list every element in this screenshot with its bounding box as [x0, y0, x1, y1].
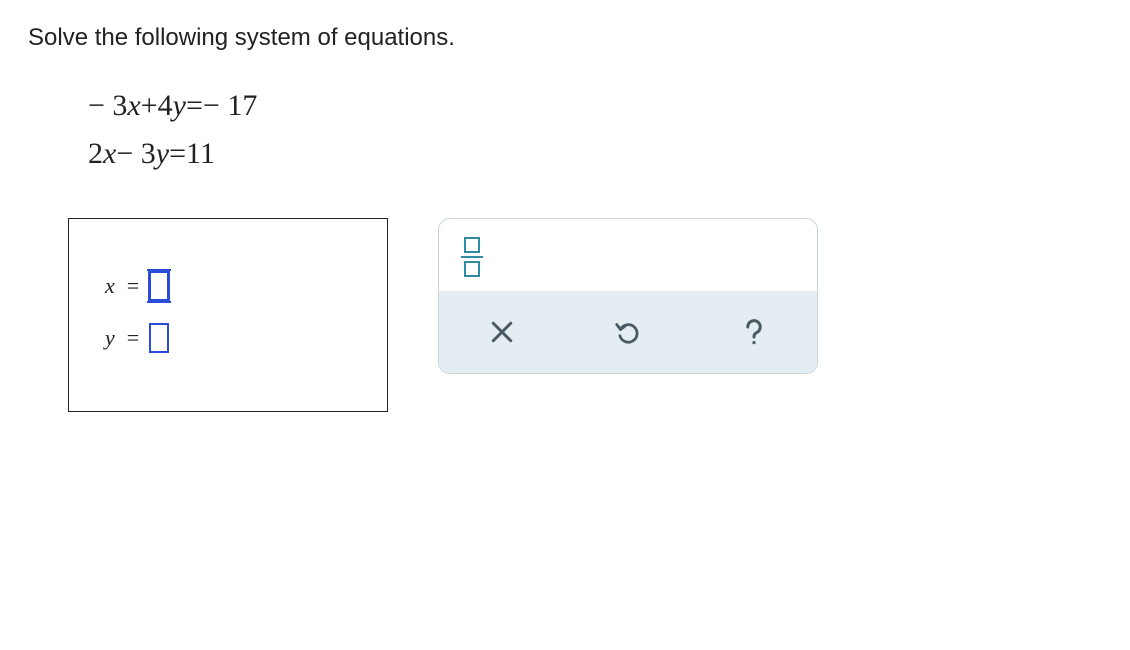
answer-line-y: y =	[105, 323, 351, 353]
fraction-numerator-icon	[464, 237, 480, 253]
question-icon	[739, 317, 769, 347]
answer-x-label: x	[105, 273, 115, 299]
undo-icon	[613, 317, 643, 347]
fraction-tool-button[interactable]	[461, 237, 483, 277]
problem-prompt: Solve the following system of equations.	[28, 24, 1102, 52]
answer-x-input[interactable]	[149, 271, 169, 301]
equation-block: − 3x+4y=− 17 2x− 3y=11	[88, 82, 1102, 178]
fraction-denominator-icon	[464, 261, 480, 277]
fraction-bar-icon	[461, 256, 483, 258]
equation-1: − 3x+4y=− 17	[88, 82, 1102, 130]
answer-y-input[interactable]	[149, 323, 169, 353]
answer-box: x = y =	[68, 218, 388, 412]
tool-panel	[438, 218, 818, 374]
answer-y-label: y	[105, 325, 115, 351]
reset-button[interactable]	[565, 305, 691, 359]
help-button[interactable]	[691, 305, 817, 359]
tool-panel-bottom	[439, 291, 817, 373]
clear-button[interactable]	[439, 305, 565, 359]
equation-2: 2x− 3y=11	[88, 130, 1102, 178]
tool-panel-top	[439, 219, 817, 291]
answer-line-x: x =	[105, 271, 351, 301]
close-icon	[487, 317, 517, 347]
